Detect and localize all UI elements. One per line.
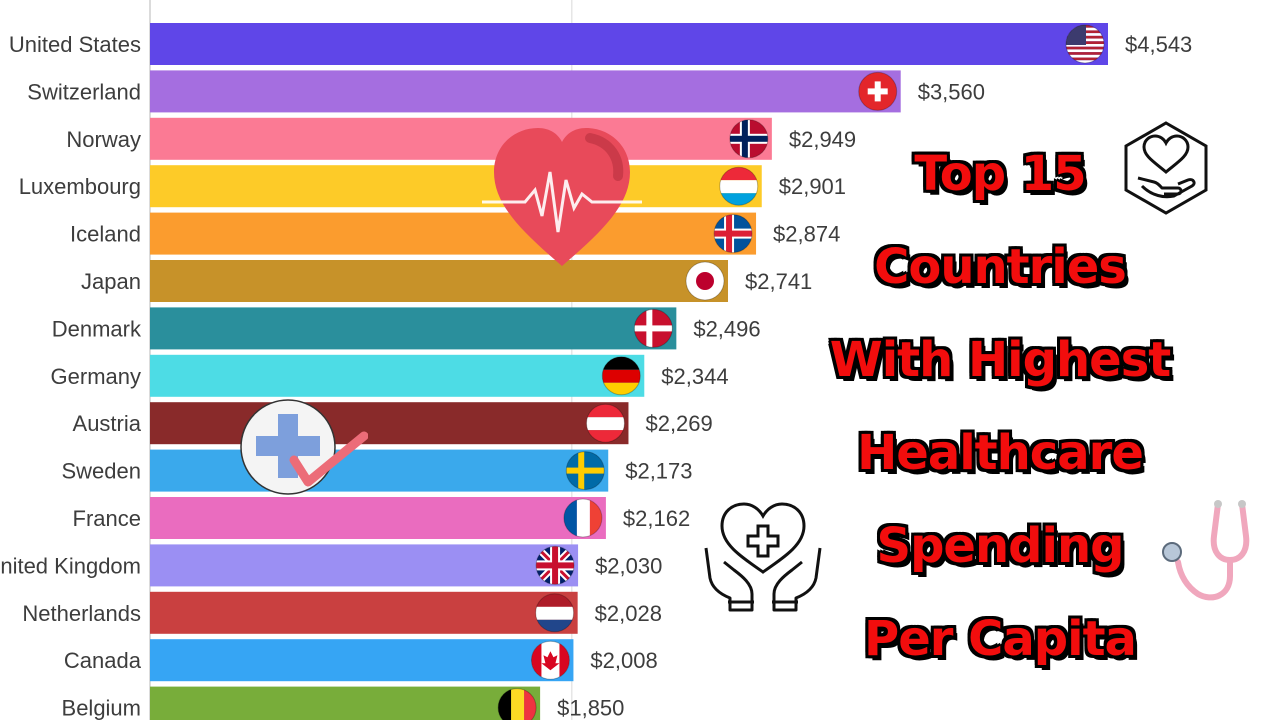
- country-label: Switzerland: [27, 79, 141, 104]
- value-label: $2,901: [779, 174, 846, 199]
- value-label: $2,949: [789, 127, 856, 152]
- bar: [150, 544, 579, 587]
- austria-flag-icon: [585, 403, 625, 443]
- country-label: Iceland: [70, 222, 141, 247]
- bar: [150, 402, 629, 445]
- bar: [150, 23, 1108, 65]
- value-label: $2,173: [625, 459, 692, 484]
- country-label: Germany: [51, 364, 141, 389]
- bar: [150, 212, 757, 255]
- bar-row: Switzerland $3,560: [27, 70, 985, 113]
- value-label: $2,008: [590, 648, 657, 673]
- bars: United States $4,543 Switzerland $3,560 Norw…: [0, 23, 1192, 720]
- title-line-2: Countries: [874, 239, 1127, 295]
- bar: [150, 165, 762, 208]
- country-label: United Kingdom: [0, 553, 141, 578]
- chart-title: Top 15 Countries With Highest Healthcare…: [740, 128, 1260, 686]
- country-label: France: [73, 506, 141, 531]
- country-label: Belgium: [62, 696, 141, 720]
- switzerland-flag-icon: [858, 71, 898, 111]
- heart-pulse-icon: [482, 128, 642, 266]
- value-label: $2,344: [661, 364, 728, 389]
- value-label: $2,874: [773, 222, 840, 247]
- bar: [150, 354, 645, 397]
- bar: [150, 639, 574, 682]
- belgium-flag-icon: [497, 688, 537, 720]
- value-label: $1,850: [557, 696, 624, 720]
- denmark-flag-icon: [633, 308, 673, 348]
- hands-heart-cross-icon: [704, 502, 822, 612]
- country-label: Netherlands: [22, 601, 141, 626]
- bar: [150, 260, 729, 302]
- bar-row: Belgium $1,850: [62, 686, 624, 720]
- value-label: $2,741: [745, 269, 812, 294]
- germany-flag-icon: [601, 356, 641, 396]
- japan-flag-icon: [685, 261, 725, 301]
- bar: [150, 686, 541, 720]
- bar: [150, 117, 772, 160]
- value-label: $2,496: [693, 316, 760, 341]
- us-flag-icon: [1065, 24, 1105, 64]
- value-label: $3,560: [918, 79, 985, 104]
- title-line-1: Top 15: [914, 146, 1086, 202]
- value-label: $2,162: [623, 506, 690, 531]
- bar-row: Germany $2,344: [51, 354, 729, 397]
- netherlands-flag-icon: [535, 593, 575, 633]
- bar: [150, 497, 606, 539]
- value-label: $2,269: [645, 411, 712, 436]
- country-label: Sweden: [61, 459, 141, 484]
- bar-row: Japan $2,741: [81, 260, 812, 302]
- norway-flag-icon: [729, 119, 769, 159]
- country-label: Denmark: [52, 316, 142, 341]
- bar-row: Iceland $2,874: [70, 212, 840, 255]
- bar-row: France $2,162: [73, 497, 690, 539]
- france-flag-icon: [563, 498, 603, 538]
- bar-row: Canada $2,008: [64, 639, 658, 682]
- country-label: Canada: [64, 648, 142, 673]
- value-label: $2,030: [595, 553, 662, 578]
- title-line-3: With Highest: [829, 332, 1171, 388]
- value-label: $2,028: [595, 601, 662, 626]
- country-label: United States: [9, 32, 141, 57]
- bar: [150, 70, 901, 113]
- country-label: Norway: [66, 127, 141, 152]
- value-label: $4,543: [1125, 32, 1192, 57]
- bar: [150, 591, 578, 634]
- bar-row: Austria $2,269: [73, 402, 713, 445]
- country-label: Austria: [73, 411, 142, 436]
- canada-flag-icon: [530, 640, 570, 680]
- uk-flag-icon: [535, 545, 575, 585]
- bar-row: Denmark $2,496: [52, 307, 761, 350]
- bar-row: Luxembourg $2,901: [19, 165, 846, 208]
- sweden-flag-icon: [565, 451, 605, 491]
- bar-row: United States $4,543: [9, 23, 1192, 65]
- hand-heart-icon: [1124, 121, 1208, 215]
- stethoscope-icon: [1162, 500, 1250, 601]
- bar: [150, 307, 677, 350]
- luxembourg-flag-icon: [719, 166, 759, 206]
- country-label: Japan: [81, 269, 141, 294]
- bar-row: United Kingdom $2,030: [0, 544, 662, 587]
- bar-row: Norway $2,949: [66, 117, 856, 160]
- iceland-flag-icon: [713, 214, 753, 254]
- title-line-5: Spending: [876, 518, 1125, 574]
- bar-row: Sweden $2,173: [61, 449, 693, 492]
- medical-cross-check-icon: [240, 399, 368, 495]
- bar: [150, 449, 609, 492]
- title-line-6: Per Capita: [864, 611, 1137, 667]
- title-line-4: Healthcare: [857, 425, 1144, 481]
- bar-row: Netherlands $2,028: [22, 591, 662, 634]
- country-label: Luxembourg: [19, 174, 141, 199]
